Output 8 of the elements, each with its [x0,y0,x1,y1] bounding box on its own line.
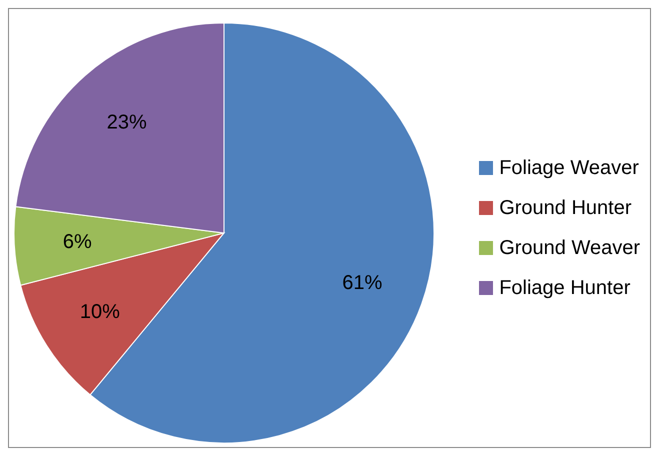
data-label: 61% [342,272,383,294]
legend-label: Ground Weaver [499,236,640,261]
legend-label: Ground Hunter [499,196,632,221]
data-label: 23% [106,112,148,134]
data-label: 10% [80,300,120,323]
legend-label: Foliage Weaver [499,156,639,181]
data-label: 6% [62,231,92,254]
legend-label: Foliage Hunter [499,276,630,301]
